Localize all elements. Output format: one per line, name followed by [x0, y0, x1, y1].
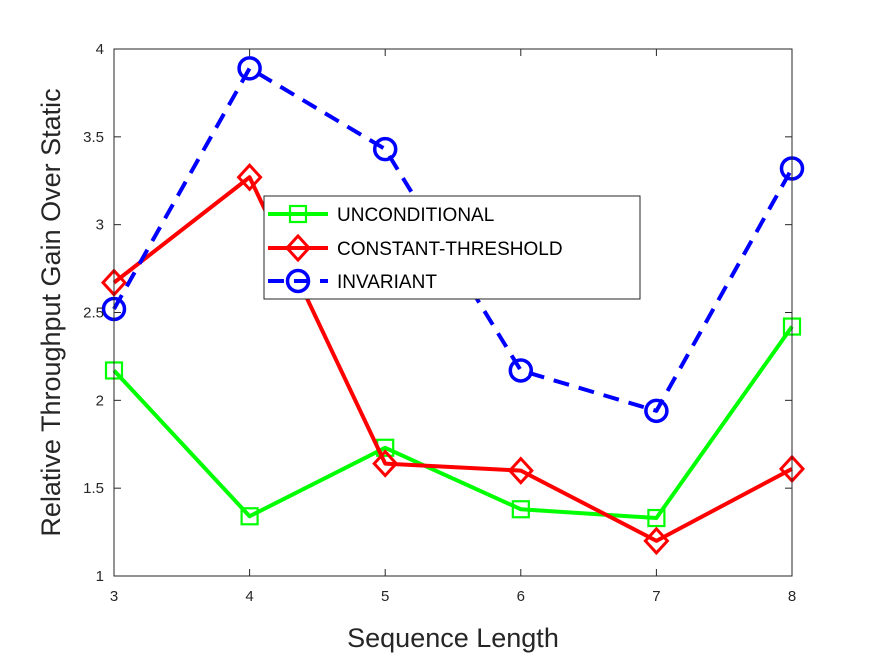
x-axis: 3 4 5 6 7 8	[110, 49, 796, 605]
y-tick-label: 3.5	[83, 129, 104, 146]
y-axis-title: Relative Throughput Gain Over Static	[36, 88, 66, 536]
series-line	[112, 325, 794, 521]
data-point	[237, 56, 262, 81]
data-point	[372, 449, 399, 478]
plot-area	[114, 49, 792, 576]
x-tick-label: 7	[652, 588, 660, 605]
data-point	[511, 500, 530, 519]
x-tick-label: 8	[788, 588, 796, 605]
y-tick-label: 3	[96, 217, 104, 234]
legend-label: CONSTANT-THRESHOLD	[337, 239, 563, 260]
series-line	[112, 175, 793, 543]
series-layer	[100, 56, 806, 556]
legend-marker	[285, 268, 311, 294]
x-tick-label: 6	[517, 588, 525, 605]
series-invariant	[101, 56, 805, 424]
y-tick-label: 1.5	[83, 480, 104, 497]
legend-label: INVARIANT	[337, 272, 437, 293]
series-constant-threshold	[100, 163, 806, 556]
x-axis-title: Sequence Length	[347, 623, 559, 653]
data-point	[647, 508, 666, 528]
data-point	[507, 456, 534, 485]
y-tick-label: 1	[96, 568, 104, 585]
data-point	[236, 163, 263, 192]
legend-label: UNCONDITIONAL	[337, 205, 494, 226]
x-tick-label: 5	[381, 588, 389, 605]
x-tick-label: 4	[245, 588, 253, 605]
data-point	[240, 507, 259, 526]
data-point	[508, 358, 534, 383]
y-tick-label: 2.5	[83, 305, 104, 322]
x-tick-label: 3	[110, 588, 118, 605]
y-tick-label: 2	[96, 392, 104, 409]
legend-marker	[284, 233, 312, 263]
data-point	[644, 398, 669, 424]
y-axis: 1 1.5 2 2.5 3 3.5 4	[83, 41, 792, 585]
y-tick-label: 4	[96, 41, 104, 58]
legend-marker	[288, 204, 308, 224]
data-point	[643, 526, 670, 556]
data-point	[372, 136, 398, 162]
legend: UNCONDITIONAL CONSTANT-THRESHOLD INVARIANT	[263, 195, 641, 300]
